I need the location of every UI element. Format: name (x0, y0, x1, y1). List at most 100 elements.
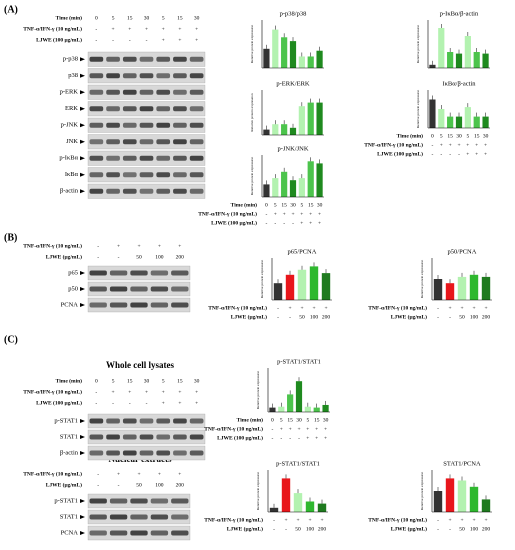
blot-band (130, 302, 148, 308)
condition-cell: + (318, 220, 321, 226)
condition-cell: - (97, 482, 99, 488)
condition-cell: 15 (287, 417, 293, 423)
blot-band (122, 450, 137, 456)
condition-cell: 50 (459, 526, 465, 532)
condition-cell: - (432, 142, 434, 148)
blot-arrow (80, 57, 85, 62)
bar (455, 116, 463, 128)
blot-arrow (80, 189, 85, 194)
condition-cell: + (117, 471, 120, 477)
blot-band (139, 139, 154, 145)
blot-arrow (80, 287, 85, 291)
condition-cell: 5 (274, 202, 277, 208)
blot-arrow (80, 515, 85, 519)
condition-cell: + (280, 426, 283, 432)
y-axis-label: Relative protein expression (260, 260, 264, 299)
blot-band (189, 106, 204, 112)
blot-band (171, 530, 189, 536)
bar (455, 53, 463, 68)
condition-cell: + (137, 471, 140, 477)
condition-cell: + (324, 426, 327, 432)
blot-band (189, 73, 204, 79)
condition-cell: - (277, 305, 279, 311)
blot-band (139, 89, 154, 95)
chart-title: p-JNK/JNK (277, 145, 308, 152)
condition-label: LJWE (100 μg/mL) (36, 399, 82, 406)
y-axis-label: Relative protein expression (420, 260, 424, 299)
blot-row-label: PCNA (61, 301, 79, 308)
blot-band (89, 302, 107, 308)
blot-row-label: p38 (68, 72, 78, 79)
condition-cell: + (466, 142, 469, 148)
blot-band (150, 270, 169, 276)
condition-cell: 200 (482, 314, 491, 320)
blot-band (106, 73, 120, 79)
condition-cell: + (296, 517, 299, 523)
condition-cell: 5 (162, 15, 165, 21)
condition-cell: + (475, 151, 478, 157)
blot-arrow (80, 139, 85, 144)
condition-cell: + (300, 305, 303, 311)
blot-band (106, 56, 120, 62)
condition-cell: 30 (323, 417, 329, 423)
condition-cell: + (178, 243, 181, 249)
condition-cell: + (288, 305, 291, 311)
condition-cell: 100 (470, 314, 479, 320)
blot-band (89, 89, 104, 95)
condition-cell: 5 (112, 378, 115, 384)
blot-band (189, 418, 204, 424)
blot-arrow (80, 435, 85, 439)
condition-label: TNF-α/IFN-γ (10 ng/mL) (368, 516, 427, 523)
condition-cell: + (178, 471, 181, 477)
condition-cell: - (440, 151, 442, 157)
condition-label: LJWE (100 μg/mL) (211, 219, 257, 226)
chart-title: STAT1/PCNA (443, 460, 481, 467)
condition-cell: + (289, 426, 292, 432)
y-axis-label: Relative protein expression (250, 157, 254, 196)
condition-cell: 0 (431, 133, 434, 139)
condition-label: Time (min) (237, 416, 263, 423)
blot-band (156, 139, 171, 145)
condition-cell: + (300, 220, 303, 226)
bar (481, 499, 491, 512)
blot-band (173, 434, 187, 440)
blot-band (106, 450, 120, 456)
panel-label: (C) (4, 334, 18, 345)
blot-band (156, 188, 171, 194)
condition-cell: 30 (483, 133, 489, 139)
blot-band (150, 530, 169, 536)
blot-band (156, 450, 171, 456)
bar (269, 507, 279, 512)
bar (464, 107, 471, 128)
blot-band (106, 418, 120, 424)
condition-cell: + (178, 389, 181, 395)
condition-cell: + (472, 517, 475, 523)
bar (289, 127, 297, 135)
condition-label: TNF-α/IFN-γ (10 ng/mL) (364, 141, 423, 148)
bar (322, 404, 329, 412)
bar (272, 29, 279, 69)
condition-cell: + (195, 400, 198, 406)
blot-band (122, 418, 137, 424)
panel-label: (B) (4, 232, 17, 243)
condition-cell: + (158, 471, 161, 477)
bar (445, 283, 455, 300)
blot-band (139, 56, 154, 62)
condition-cell: + (308, 517, 311, 523)
condition-label: LJWE (μg/mL) (391, 525, 427, 532)
blot-band (89, 418, 104, 424)
blot-band (89, 139, 104, 145)
condition-cell: - (285, 526, 287, 532)
bar (304, 406, 311, 412)
condition-cell: - (146, 37, 148, 43)
condition-cell: - (129, 37, 131, 43)
blot-row-label: p-JNK (61, 122, 79, 129)
blot-arrow (80, 172, 85, 177)
blot-row-label: p-ERK (60, 89, 79, 96)
blot-band (122, 139, 137, 145)
condition-cell: 5 (112, 15, 115, 21)
condition-cell: + (457, 142, 460, 148)
condition-cell: 5 (440, 133, 443, 139)
blot-band (122, 106, 137, 112)
